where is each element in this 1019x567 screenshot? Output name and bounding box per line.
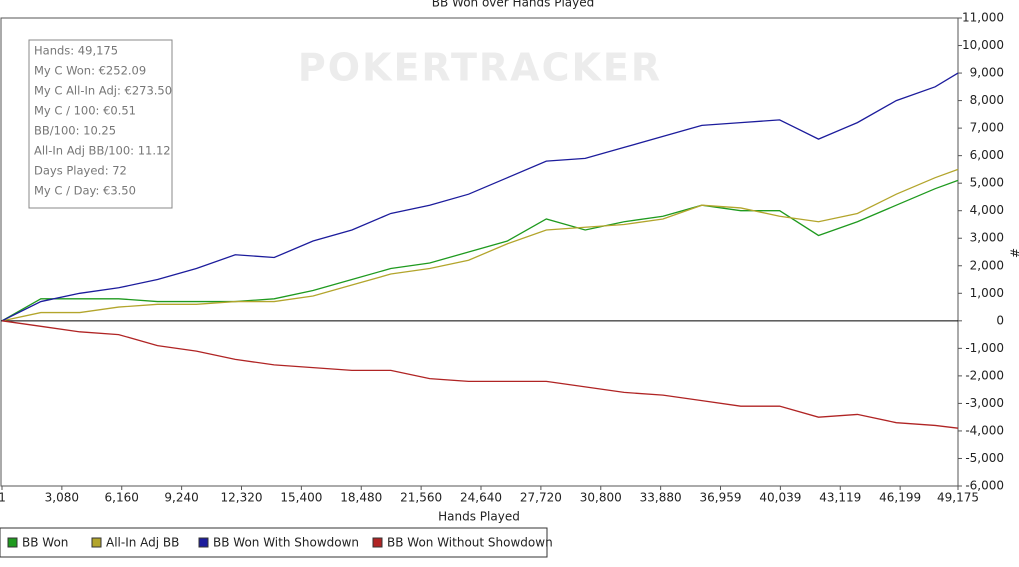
y-tick-label: 1,000 [970,286,1004,300]
stats-text: Days Played: 72 [34,164,127,178]
stats-text: My C Won: €252.09 [34,64,146,78]
stats-text: BB/100: 10.25 [34,124,116,138]
x-tick-label: 36,959 [700,491,742,505]
legend-swatch [373,538,382,547]
y-tick-label: 7,000 [970,121,1004,135]
x-tick-label: 49,175 [937,491,979,505]
y-tick-label: 8,000 [970,93,1004,107]
x-tick-label: 24,640 [460,491,502,505]
y-tick-label: 6,000 [970,148,1004,162]
x-tick-label: 43,119 [819,491,861,505]
legend-label: All-In Adj BB [106,536,179,550]
x-axis-label: Hands Played [438,510,520,524]
x-tick-label: 30,800 [580,491,622,505]
legend-label: BB Won With Showdown [213,536,359,550]
legend-swatch [8,538,17,547]
x-tick-label: 6,160 [105,491,139,505]
y-tick-label: 5,000 [970,176,1004,190]
stats-text: My C All-In Adj: €273.50 [34,84,172,98]
x-tick-label: 33,880 [640,491,682,505]
x-tick-label: 1 [0,491,6,505]
x-tick-label: 46,199 [879,491,921,505]
y-tick-label: 2,000 [970,258,1004,272]
legend-label: BB Won Without Showdown [387,536,553,550]
x-tick-label: 27,720 [520,491,562,505]
stats-text: My C / 100: €0.51 [34,104,136,118]
y-tick-label: -1,000 [965,341,1004,355]
x-tick-label: 40,039 [759,491,801,505]
y-tick-label: 10,000 [962,38,1004,52]
y-tick-label: -2,000 [965,368,1004,382]
legend-swatch [92,538,101,547]
x-tick-label: 18,480 [340,491,382,505]
x-tick-label: 21,560 [400,491,442,505]
watermark: POKERTRACKER [298,46,662,90]
y-axis-label: # [1008,248,1019,258]
stats-text: My C / Day: €3.50 [34,184,136,198]
y-tick-label: 3,000 [970,231,1004,245]
x-tick-label: 9,240 [164,491,198,505]
y-tick-label: 9,000 [970,66,1004,80]
stats-text: All-In Adj BB/100: 11.12 [34,144,171,158]
x-tick-label: 12,320 [220,491,262,505]
y-tick-label: -5,000 [965,451,1004,465]
x-tick-label: 3,080 [45,491,79,505]
y-tick-label: -4,000 [965,423,1004,437]
series-line [2,321,958,428]
stats-text: Hands: 49,175 [34,44,118,58]
y-tick-label: 4,000 [970,203,1004,217]
y-tick-label: 0 [996,313,1004,327]
x-tick-label: 15,400 [280,491,322,505]
chart-title: BB Won over Hands Played [432,0,594,10]
legend-swatch [199,538,208,547]
y-tick-label: -3,000 [965,396,1004,410]
legend-label: BB Won [22,536,68,550]
y-tick-label: 11,000 [962,11,1004,25]
